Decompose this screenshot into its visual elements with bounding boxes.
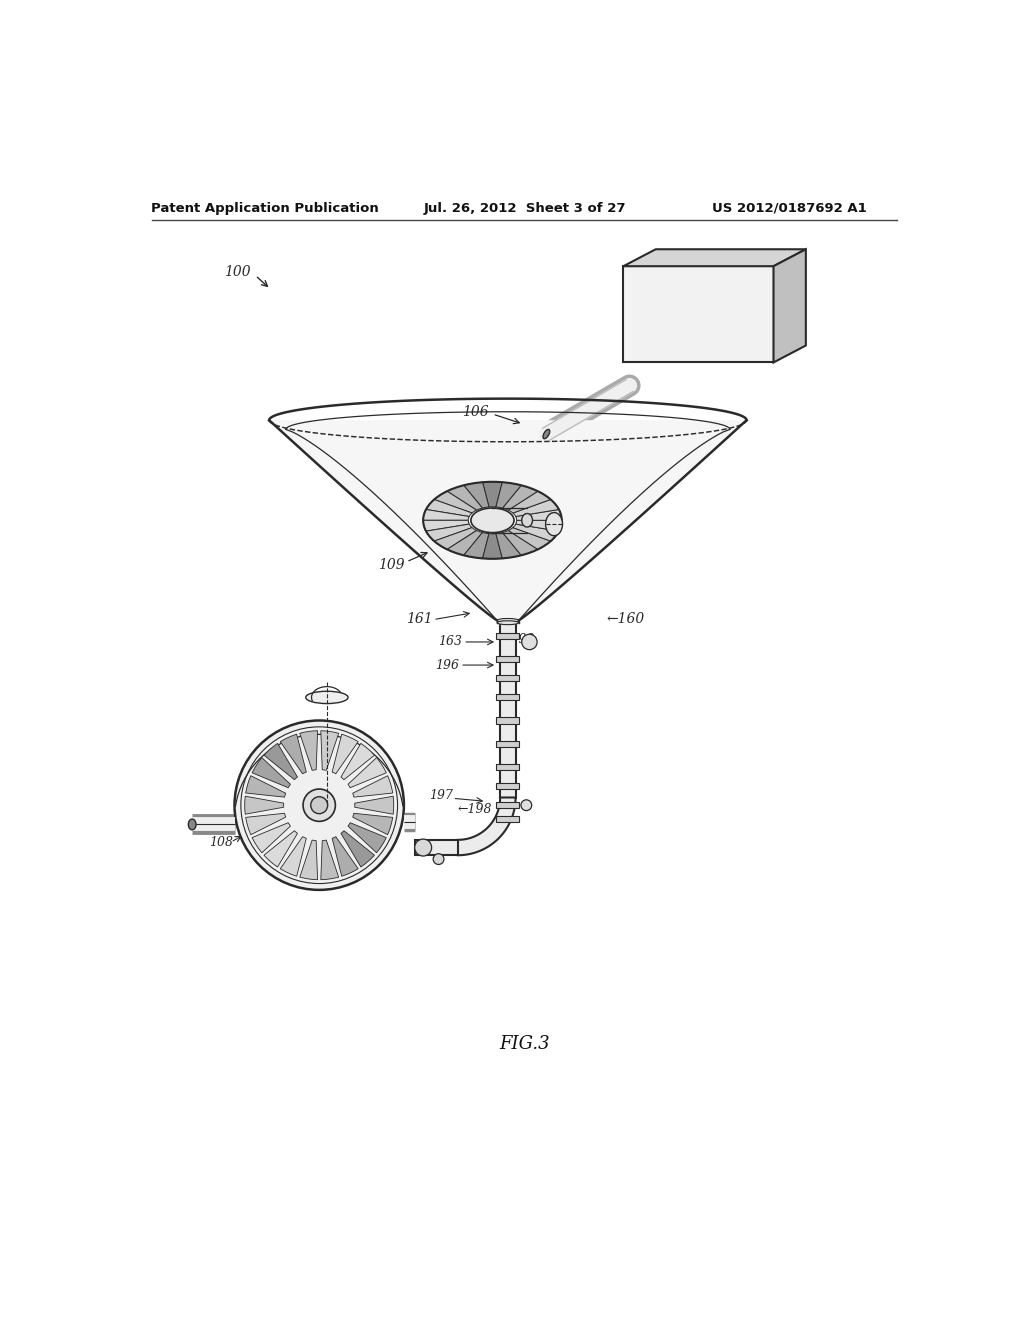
Text: Patent Application Publication: Patent Application Publication <box>152 202 379 215</box>
Text: 108: 108 <box>209 836 233 849</box>
Polygon shape <box>264 830 298 867</box>
Polygon shape <box>245 796 284 814</box>
Text: US 2012/0187692 A1: US 2012/0187692 A1 <box>712 202 866 215</box>
Polygon shape <box>482 533 503 558</box>
Polygon shape <box>516 510 562 520</box>
Polygon shape <box>458 797 515 855</box>
Polygon shape <box>503 486 538 510</box>
Polygon shape <box>500 623 515 797</box>
Polygon shape <box>516 520 562 531</box>
Polygon shape <box>497 632 519 639</box>
Polygon shape <box>332 837 358 876</box>
Polygon shape <box>352 813 393 834</box>
Ellipse shape <box>303 789 336 821</box>
Ellipse shape <box>433 854 444 865</box>
Polygon shape <box>423 520 469 531</box>
Polygon shape <box>464 532 489 558</box>
Polygon shape <box>264 743 298 780</box>
Polygon shape <box>332 734 358 774</box>
Polygon shape <box>513 499 559 516</box>
Ellipse shape <box>471 508 514 533</box>
Ellipse shape <box>521 800 531 810</box>
Polygon shape <box>281 837 306 876</box>
Polygon shape <box>341 830 375 867</box>
Polygon shape <box>624 267 773 363</box>
Text: 100: 100 <box>224 265 251 280</box>
Polygon shape <box>482 482 503 507</box>
Ellipse shape <box>415 840 432 857</box>
Polygon shape <box>464 482 489 508</box>
Polygon shape <box>497 783 519 789</box>
Ellipse shape <box>234 721 403 890</box>
Text: FIG.3: FIG.3 <box>500 1035 550 1053</box>
Text: 106: 106 <box>462 405 488 420</box>
Polygon shape <box>246 813 286 834</box>
Polygon shape <box>348 822 386 853</box>
Text: 161: 161 <box>407 612 433 626</box>
Polygon shape <box>321 731 339 771</box>
Polygon shape <box>497 675 519 681</box>
Ellipse shape <box>546 512 562 536</box>
Ellipse shape <box>543 429 550 438</box>
Polygon shape <box>624 249 806 267</box>
Polygon shape <box>497 803 519 808</box>
Polygon shape <box>497 763 519 770</box>
Text: 197: 197 <box>429 789 454 803</box>
Polygon shape <box>300 731 317 771</box>
Text: 196: 196 <box>435 659 460 672</box>
Polygon shape <box>434 528 476 549</box>
Polygon shape <box>281 734 306 774</box>
Text: 109: 109 <box>379 558 406 572</box>
Text: ←198: ←198 <box>458 804 493 816</box>
Polygon shape <box>354 796 393 814</box>
Polygon shape <box>508 528 551 549</box>
Polygon shape <box>496 532 521 558</box>
Polygon shape <box>447 486 482 510</box>
Ellipse shape <box>497 620 518 624</box>
Polygon shape <box>423 510 469 520</box>
Polygon shape <box>252 758 291 788</box>
Polygon shape <box>252 822 291 853</box>
Polygon shape <box>348 758 386 788</box>
Polygon shape <box>426 499 472 516</box>
Text: ←110: ←110 <box>316 837 351 850</box>
Polygon shape <box>496 482 521 508</box>
Polygon shape <box>497 718 519 723</box>
Polygon shape <box>246 776 286 797</box>
Polygon shape <box>503 531 538 556</box>
Polygon shape <box>497 694 519 701</box>
Text: 132: 132 <box>245 774 268 787</box>
Polygon shape <box>434 491 476 513</box>
Text: Jul. 26, 2012  Sheet 3 of 27: Jul. 26, 2012 Sheet 3 of 27 <box>424 202 626 215</box>
Ellipse shape <box>521 635 538 649</box>
Polygon shape <box>426 524 472 541</box>
Polygon shape <box>300 840 317 879</box>
Ellipse shape <box>497 619 518 622</box>
Polygon shape <box>321 840 339 879</box>
Polygon shape <box>416 840 458 855</box>
Polygon shape <box>269 420 746 620</box>
Polygon shape <box>773 249 806 363</box>
Polygon shape <box>236 721 402 805</box>
Ellipse shape <box>188 818 196 830</box>
Polygon shape <box>352 776 393 797</box>
Polygon shape <box>513 524 559 541</box>
Ellipse shape <box>310 797 328 813</box>
Ellipse shape <box>306 692 348 704</box>
Polygon shape <box>341 743 375 780</box>
Polygon shape <box>497 656 519 663</box>
Text: 163: 163 <box>438 635 463 648</box>
Polygon shape <box>447 531 482 556</box>
Text: ←134: ←134 <box>322 776 356 788</box>
Text: ←199: ←199 <box>500 634 535 647</box>
Polygon shape <box>508 491 551 513</box>
Text: ←160: ←160 <box>606 612 645 626</box>
Ellipse shape <box>521 513 532 527</box>
Polygon shape <box>497 816 519 822</box>
Polygon shape <box>497 741 519 747</box>
